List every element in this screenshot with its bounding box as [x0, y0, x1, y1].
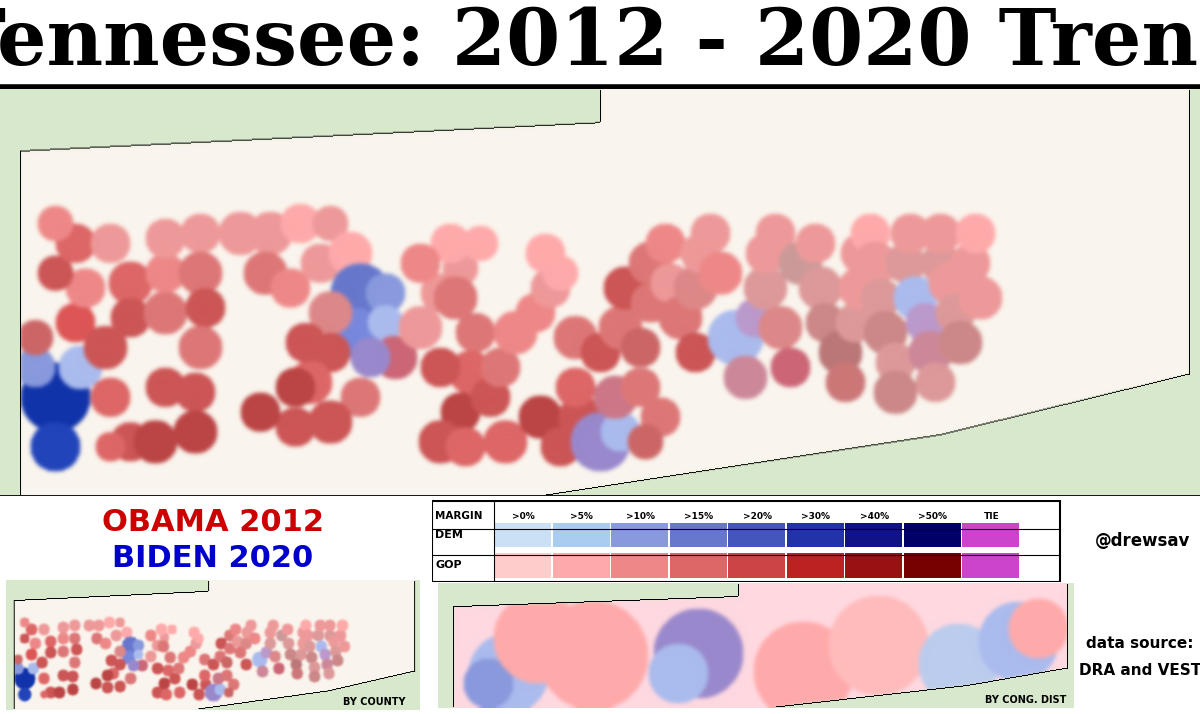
Bar: [611, 553, 668, 578]
Bar: [553, 523, 610, 548]
Text: >15%: >15%: [684, 512, 714, 521]
Text: MARGIN: MARGIN: [436, 511, 482, 521]
Text: DRA and VEST: DRA and VEST: [1079, 663, 1200, 678]
Bar: [494, 553, 552, 578]
Text: >50%: >50%: [918, 512, 947, 521]
Text: >10%: >10%: [626, 512, 655, 521]
Text: OBAMA 2012: OBAMA 2012: [102, 508, 324, 538]
Bar: [845, 523, 902, 548]
Text: >0%: >0%: [512, 512, 535, 521]
Text: BIDEN 2020: BIDEN 2020: [113, 544, 313, 573]
Text: DEM: DEM: [436, 530, 463, 540]
Bar: [670, 523, 727, 548]
Bar: [904, 523, 961, 548]
Text: BY CONG. DIST: BY CONG. DIST: [985, 695, 1066, 705]
Text: Tennessee: 2012 - 2020 Trend: Tennessee: 2012 - 2020 Trend: [0, 5, 1200, 81]
Bar: [904, 553, 961, 578]
Bar: [787, 523, 844, 548]
Text: data source:: data source:: [1086, 635, 1194, 651]
Text: @drewsav: @drewsav: [1096, 532, 1190, 550]
Text: >30%: >30%: [802, 512, 830, 521]
Bar: [611, 523, 668, 548]
Text: BY COUNTY: BY COUNTY: [343, 698, 406, 708]
Bar: [728, 553, 786, 578]
Bar: [728, 523, 786, 548]
Bar: [845, 553, 902, 578]
Bar: [670, 553, 727, 578]
Text: GOP: GOP: [436, 560, 462, 570]
Text: >5%: >5%: [570, 512, 593, 521]
Text: >20%: >20%: [743, 512, 772, 521]
Text: TIE: TIE: [984, 512, 1000, 521]
Bar: [494, 523, 552, 548]
Text: >40%: >40%: [859, 512, 889, 521]
Bar: [962, 553, 1020, 578]
Bar: [553, 553, 610, 578]
Bar: [962, 523, 1020, 548]
Bar: [787, 553, 844, 578]
